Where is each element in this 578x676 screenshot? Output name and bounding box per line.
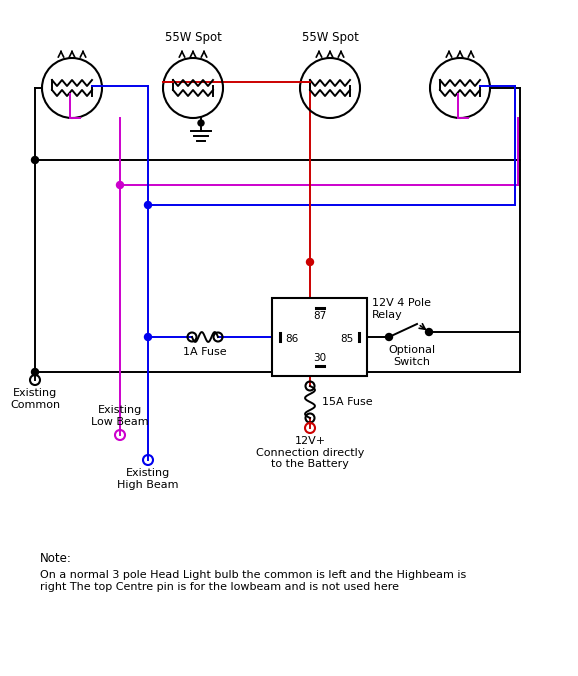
Circle shape bbox=[386, 333, 392, 341]
Text: 12V+
Connection directly
to the Battery: 12V+ Connection directly to the Battery bbox=[256, 436, 364, 469]
Text: 87: 87 bbox=[313, 311, 326, 321]
Text: Optional
Switch: Optional Switch bbox=[388, 345, 436, 366]
Text: Existing
High Beam: Existing High Beam bbox=[117, 468, 179, 489]
Circle shape bbox=[306, 258, 313, 266]
Text: 55W Spot: 55W Spot bbox=[302, 31, 358, 44]
Text: 55W Spot: 55W Spot bbox=[165, 31, 221, 44]
Text: On a normal 3 pole Head Light bulb the common is left and the Highbeam is
right : On a normal 3 pole Head Light bulb the c… bbox=[40, 570, 466, 592]
Circle shape bbox=[425, 329, 432, 335]
Text: Existing
Common: Existing Common bbox=[10, 388, 60, 410]
Text: 15A Fuse: 15A Fuse bbox=[322, 397, 373, 407]
Circle shape bbox=[31, 368, 39, 375]
Circle shape bbox=[198, 120, 204, 126]
Text: 86: 86 bbox=[286, 334, 299, 344]
Circle shape bbox=[144, 333, 151, 341]
Text: 1A Fuse: 1A Fuse bbox=[183, 347, 227, 357]
Text: 30: 30 bbox=[313, 353, 326, 363]
Bar bbox=[272, 298, 367, 376]
Circle shape bbox=[31, 157, 39, 164]
Circle shape bbox=[144, 201, 151, 208]
Text: 85: 85 bbox=[340, 334, 354, 344]
Text: Note:: Note: bbox=[40, 552, 72, 565]
Text: 12V 4 Pole
Relay: 12V 4 Pole Relay bbox=[372, 298, 431, 320]
Circle shape bbox=[117, 181, 124, 189]
Text: Existing
Low Beam: Existing Low Beam bbox=[91, 406, 149, 427]
